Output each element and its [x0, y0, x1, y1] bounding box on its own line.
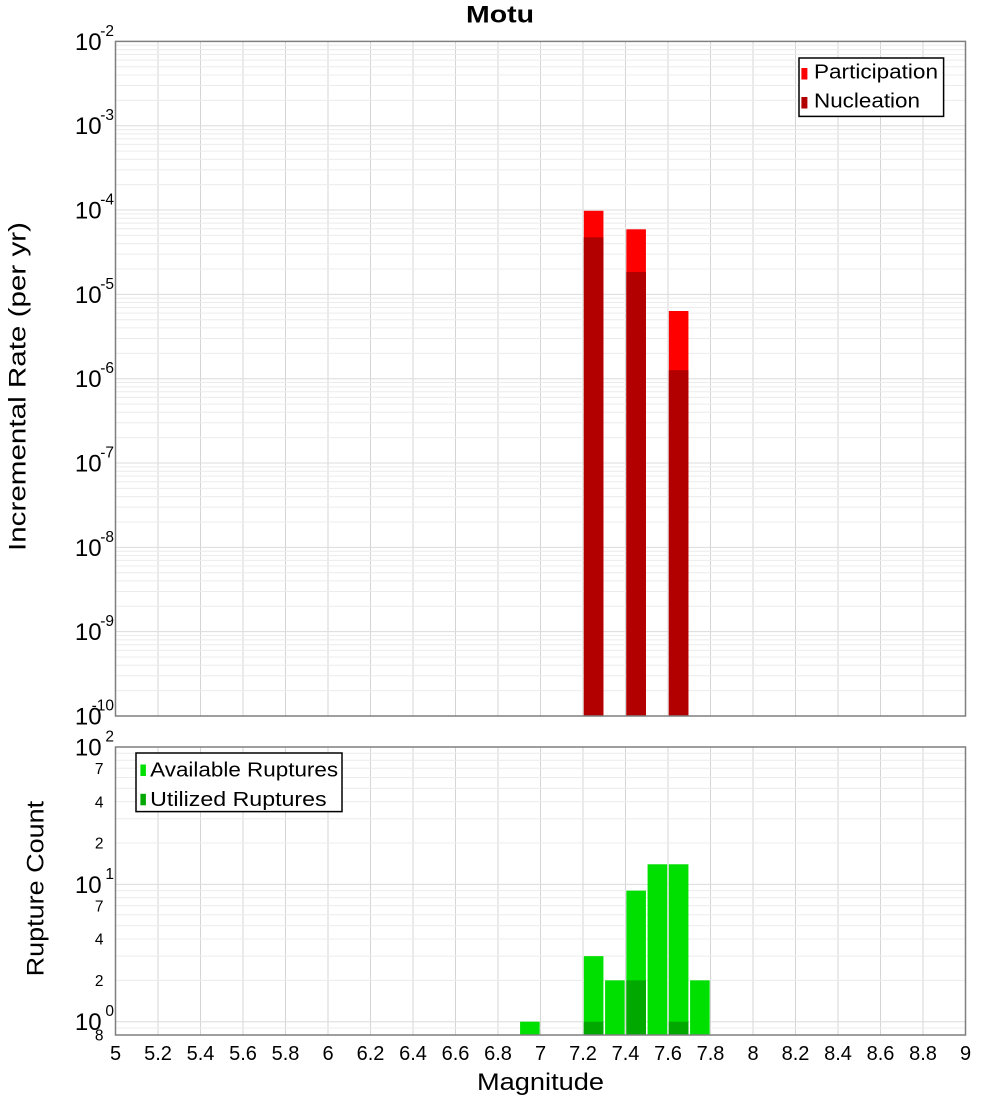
svg-text:6: 6	[322, 1043, 333, 1065]
svg-text:5.2: 5.2	[144, 1043, 172, 1065]
svg-text:Available Ruptures: Available Ruptures	[150, 760, 338, 782]
svg-text:8.6: 8.6	[867, 1043, 895, 1065]
svg-text:6.6: 6.6	[442, 1043, 470, 1065]
svg-text:10: 10	[75, 619, 102, 646]
svg-text:-6: -6	[100, 360, 114, 377]
svg-text:8: 8	[747, 1043, 758, 1065]
svg-text:4: 4	[95, 932, 104, 949]
svg-text:10: 10	[75, 282, 102, 309]
svg-text:10: 10	[75, 872, 102, 899]
svg-text:5: 5	[110, 1043, 121, 1065]
svg-text:10: 10	[75, 113, 102, 140]
svg-text:7: 7	[95, 761, 104, 778]
svg-text:10: 10	[75, 735, 102, 762]
svg-text:7: 7	[95, 898, 104, 915]
svg-text:Magnitude: Magnitude	[477, 1069, 604, 1096]
svg-text:-4: -4	[100, 192, 114, 209]
svg-text:Rupture Count: Rupture Count	[22, 800, 49, 976]
svg-text:10: 10	[75, 1009, 102, 1036]
svg-text:6.2: 6.2	[357, 1043, 385, 1065]
svg-text:5.4: 5.4	[187, 1043, 215, 1065]
svg-text:-8: -8	[100, 529, 114, 546]
svg-text:8.2: 8.2	[782, 1043, 810, 1065]
svg-text:-7: -7	[100, 445, 114, 462]
svg-text:10: 10	[75, 704, 102, 731]
svg-text:5.6: 5.6	[229, 1043, 257, 1065]
svg-text:Incremental Rate (per yr): Incremental Rate (per yr)	[5, 222, 32, 551]
svg-text:10: 10	[75, 366, 102, 393]
svg-text:10: 10	[75, 535, 102, 562]
svg-text:10: 10	[75, 198, 102, 225]
svg-text:0: 0	[105, 1003, 114, 1020]
svg-text:-2: -2	[100, 23, 114, 40]
svg-text:4: 4	[95, 794, 104, 811]
svg-text:Utilized Ruptures: Utilized Ruptures	[150, 789, 326, 811]
svg-text:1: 1	[105, 866, 114, 883]
svg-text:-3: -3	[100, 107, 114, 124]
svg-text:7.2: 7.2	[569, 1043, 597, 1065]
svg-text:8: 8	[95, 1028, 104, 1045]
svg-text:8.4: 8.4	[824, 1043, 852, 1065]
svg-text:Participation: Participation	[814, 62, 938, 84]
svg-text:6.8: 6.8	[484, 1043, 512, 1065]
svg-text:8.8: 8.8	[909, 1043, 937, 1065]
svg-text:2: 2	[95, 973, 104, 990]
svg-text:10: 10	[75, 451, 102, 478]
svg-text:2: 2	[105, 729, 114, 746]
svg-text:-10: -10	[92, 698, 115, 715]
svg-text:6.4: 6.4	[399, 1043, 427, 1065]
svg-text:-9: -9	[100, 613, 114, 630]
svg-text:10: 10	[75, 29, 102, 56]
svg-text:7.4: 7.4	[612, 1043, 640, 1065]
svg-text:Motu: Motu	[466, 2, 534, 29]
svg-text:7: 7	[535, 1043, 546, 1065]
svg-text:Nucleation: Nucleation	[814, 91, 920, 113]
svg-text:2: 2	[95, 836, 104, 853]
svg-text:7.8: 7.8	[697, 1043, 725, 1065]
svg-text:-5: -5	[100, 276, 114, 293]
svg-text:5.8: 5.8	[272, 1043, 300, 1065]
svg-text:7.6: 7.6	[654, 1043, 682, 1065]
svg-text:9: 9	[960, 1043, 971, 1065]
